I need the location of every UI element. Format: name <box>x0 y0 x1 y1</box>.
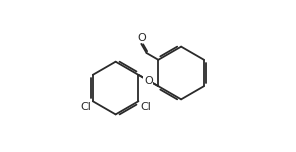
Text: O: O <box>137 33 146 43</box>
Text: Cl: Cl <box>81 102 91 112</box>
Text: Cl: Cl <box>140 102 151 112</box>
Text: O: O <box>144 76 153 86</box>
